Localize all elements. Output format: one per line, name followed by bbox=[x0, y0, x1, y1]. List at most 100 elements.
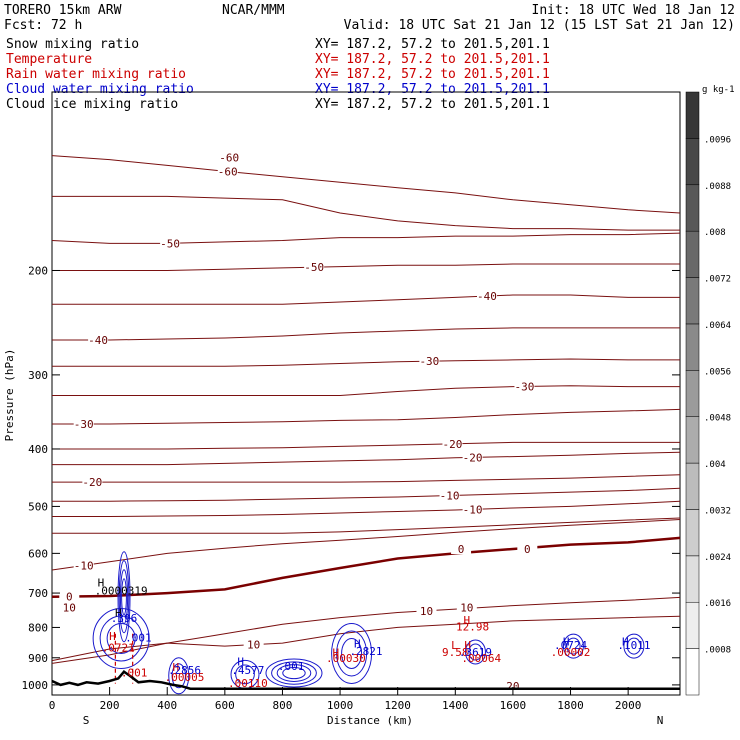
isotherm-label: 0 bbox=[458, 543, 465, 556]
cloud-water-contour bbox=[117, 551, 131, 643]
colorbar-tick-label: .008 bbox=[704, 228, 726, 238]
isotherm-label-bg bbox=[517, 543, 538, 555]
colorbar-swatch bbox=[685, 138, 700, 186]
isotherm-label: 0 bbox=[524, 543, 531, 556]
colorbar-swatch bbox=[685, 416, 700, 464]
contour-annotation: H bbox=[173, 661, 180, 674]
contour-annotation: H bbox=[332, 646, 339, 659]
colorbar-tick-label: .0048 bbox=[704, 414, 731, 424]
y-tick-label: 200 bbox=[28, 264, 48, 277]
x-tick-label: 600 bbox=[215, 699, 235, 712]
isotherm-line bbox=[52, 517, 681, 534]
cloud-water-contour bbox=[171, 663, 186, 689]
contour-annotation: .396 bbox=[111, 612, 138, 625]
isotherm-label-bg bbox=[88, 334, 109, 346]
contour-annotation: H bbox=[115, 607, 122, 620]
y-tick-label: 300 bbox=[28, 369, 48, 382]
isotherm-line bbox=[51, 155, 681, 214]
y-tick-label: 1000 bbox=[22, 679, 49, 692]
contour-annotation: .2821 bbox=[349, 645, 382, 658]
isotherm-label-bg bbox=[514, 380, 535, 392]
colorbar-swatch bbox=[685, 184, 700, 232]
isotherm-label: -20 bbox=[82, 476, 102, 489]
colorbar-tick-label: .0072 bbox=[704, 275, 731, 285]
isotherm-label-bg bbox=[59, 601, 80, 613]
contour-annotation: .4577 bbox=[231, 664, 264, 677]
isotherm-label-bg bbox=[462, 451, 483, 463]
cloud-water-contour bbox=[118, 560, 130, 634]
isotherm-label-bg bbox=[160, 237, 181, 249]
isotherm-line bbox=[52, 327, 680, 341]
contour-annotation: .00002 bbox=[551, 646, 591, 659]
isotherm-label: -40 bbox=[88, 334, 108, 347]
isotherm-line bbox=[52, 358, 680, 367]
colorbar-swatch bbox=[685, 277, 700, 325]
colorbar-swatch bbox=[685, 555, 700, 603]
legend-field-name: Cloud ice mixing ratio bbox=[6, 97, 178, 112]
isotherm-label: 10 bbox=[420, 605, 433, 618]
contour-annotation: H bbox=[622, 635, 629, 648]
legend-field-xy: XY= 187.2, 57.2 to 201.5,201.1 bbox=[315, 52, 550, 67]
isotherm-label-bg bbox=[73, 559, 94, 571]
cloud-water-contour bbox=[99, 615, 143, 662]
isotherm-line bbox=[52, 487, 681, 502]
legend-field-xy: XY= 187.2, 57.2 to 201.5,201.1 bbox=[315, 37, 550, 52]
field-legend: Snow mixing ratio XY= 187.2, 57.2 to 201.… bbox=[6, 37, 550, 112]
isotherm-label: -10 bbox=[440, 490, 460, 503]
isotherm-label: 10 bbox=[460, 601, 473, 614]
isotherm-line bbox=[52, 408, 681, 425]
isotherm-label-bg bbox=[502, 680, 523, 692]
isotherm-label: -40 bbox=[477, 290, 497, 303]
contour-annotation: .001 bbox=[278, 660, 305, 673]
isotherm-label-bg bbox=[456, 601, 477, 613]
y-tick-label: 700 bbox=[28, 587, 48, 600]
isotherm-label-bg bbox=[439, 489, 460, 501]
colorbar-tick-label: .0008 bbox=[704, 646, 731, 656]
y-tick-label: 500 bbox=[28, 500, 48, 513]
isotherm-label: -30 bbox=[515, 380, 535, 393]
plot-frame bbox=[51, 91, 681, 696]
contour-annotation: .00030 bbox=[326, 652, 366, 665]
terrain-line bbox=[51, 670, 680, 690]
cloud-water-contour bbox=[282, 666, 306, 680]
contour-annotation: .00005 bbox=[165, 671, 205, 684]
legend-field-name: Cloud water mixing ratio bbox=[6, 82, 194, 97]
colorbar-tick-label: .0016 bbox=[704, 599, 731, 609]
x-left-end-label: S bbox=[83, 714, 90, 727]
init-time: Init: 18 UTC Wed 18 Jan 12 bbox=[532, 3, 736, 18]
isotherm-label: -30 bbox=[74, 418, 94, 431]
isotherm-label: 10 bbox=[63, 601, 76, 614]
isotherm-label-bg bbox=[419, 355, 440, 367]
isotherm-line bbox=[51, 232, 681, 244]
isotherm-label-bg bbox=[243, 638, 264, 650]
terrain-outline bbox=[51, 670, 680, 690]
isotherm-line bbox=[52, 385, 680, 396]
x-tick-label: 1400 bbox=[442, 699, 469, 712]
isotherm-label: -60 bbox=[218, 165, 238, 178]
isotherm-label-bg bbox=[476, 290, 497, 302]
cloud-water-contour bbox=[276, 664, 312, 682]
cloud-contours bbox=[92, 551, 645, 695]
cloud-water-contour bbox=[265, 658, 323, 688]
legend-field-xy: XY= 187.2, 57.2 to 201.5,201.1 bbox=[315, 82, 550, 97]
x-tick-label: 2000 bbox=[615, 699, 642, 712]
temperature-contours: -60-50-50-40-40-30-30-30-20-20-20-10-10-… bbox=[51, 155, 681, 693]
contour-annotation: H bbox=[109, 630, 116, 643]
contour-annotation: .2856 bbox=[168, 664, 201, 677]
colorbar-swatch bbox=[685, 323, 700, 371]
y-tick-label: 900 bbox=[28, 652, 48, 665]
contour-annotation: .0724 bbox=[554, 639, 587, 652]
colorbar: .0008 .0016 .0024 .0032 .004 .0048 .0056 .0064.… bbox=[685, 91, 731, 696]
cloud-water-contour bbox=[623, 633, 645, 659]
valid-time: Valid: 18 UTC Sat 21 Jan 12 (15 LST Sat … bbox=[344, 18, 735, 33]
contour-annotation: .00110 bbox=[228, 677, 268, 690]
isotherm-line bbox=[52, 474, 681, 483]
isotherm-label: -20 bbox=[463, 451, 483, 464]
cloud-water-contour bbox=[566, 637, 581, 655]
x-tick-label: 200 bbox=[100, 699, 120, 712]
colorbar-swatch bbox=[685, 601, 700, 649]
y-tick-label: 800 bbox=[28, 621, 48, 634]
isotherm-line bbox=[51, 596, 681, 664]
contour-annotation: H bbox=[98, 577, 105, 590]
colorbar-swatch bbox=[685, 462, 700, 510]
